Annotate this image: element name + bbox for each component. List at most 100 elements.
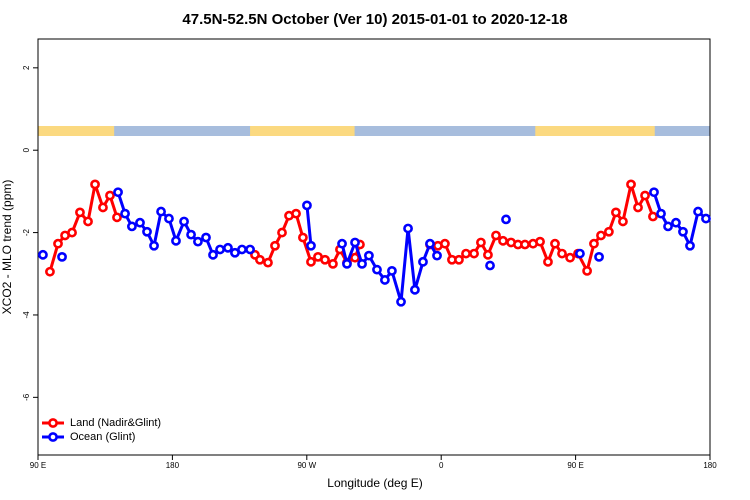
data-point bbox=[350, 237, 360, 248]
legend-label: Ocean (Glint) bbox=[70, 431, 135, 443]
data-point bbox=[201, 232, 211, 243]
data-point bbox=[57, 251, 67, 262]
plot-frame bbox=[37, 38, 711, 456]
data-point bbox=[596, 230, 606, 241]
data-point bbox=[149, 240, 159, 251]
data-point bbox=[215, 244, 225, 255]
y-axis-label: XCO2 - MLO trend (ppm) bbox=[0, 180, 14, 315]
data-point bbox=[380, 275, 390, 285]
data-point bbox=[302, 200, 312, 211]
data-point bbox=[589, 238, 599, 249]
x-tick-label: 90 W bbox=[297, 461, 316, 470]
land-strip bbox=[535, 126, 655, 136]
data-point bbox=[582, 265, 592, 276]
data-point bbox=[476, 237, 486, 248]
data-point bbox=[501, 214, 511, 225]
data-point bbox=[396, 296, 406, 307]
data-point bbox=[550, 238, 560, 249]
data-point bbox=[186, 229, 196, 240]
x-axis-label: Longitude (deg E) bbox=[327, 476, 422, 490]
data-point bbox=[171, 235, 181, 246]
legend-marker bbox=[48, 432, 58, 442]
data-point bbox=[156, 206, 166, 217]
data-point bbox=[67, 227, 77, 238]
data-point bbox=[53, 238, 63, 249]
data-point bbox=[633, 202, 643, 213]
data-point bbox=[469, 248, 479, 259]
land-strip bbox=[250, 126, 355, 136]
data-point bbox=[575, 248, 585, 259]
data-point bbox=[357, 258, 367, 269]
data-point bbox=[90, 179, 100, 190]
data-point bbox=[337, 238, 347, 249]
data-point bbox=[255, 254, 265, 265]
data-point bbox=[75, 207, 85, 218]
data-point bbox=[685, 240, 695, 251]
data-point bbox=[535, 236, 545, 247]
data-point bbox=[112, 212, 122, 223]
data-point bbox=[693, 206, 703, 217]
data-point bbox=[45, 266, 55, 277]
data-point bbox=[306, 240, 316, 251]
data-point bbox=[618, 216, 628, 227]
data-point bbox=[142, 226, 152, 237]
series-line bbox=[253, 212, 362, 266]
x-tick-label: 90 E bbox=[567, 461, 583, 470]
data-point bbox=[328, 258, 338, 269]
x-tick-label: 180 bbox=[703, 461, 717, 470]
data-point bbox=[237, 244, 247, 255]
data-point bbox=[127, 221, 137, 232]
data-point bbox=[557, 248, 567, 259]
data-point bbox=[245, 244, 255, 255]
data-point bbox=[701, 213, 711, 224]
data-point bbox=[649, 187, 659, 198]
data-point bbox=[454, 254, 464, 265]
data-point bbox=[425, 238, 435, 249]
data-point bbox=[663, 221, 673, 232]
data-point bbox=[648, 211, 658, 222]
legend-label: Land (Nadir&Glint) bbox=[70, 417, 161, 429]
data-point bbox=[611, 207, 621, 218]
data-point bbox=[193, 236, 203, 247]
data-point bbox=[350, 252, 360, 263]
data-point bbox=[135, 217, 145, 228]
x-tick-label: 0 bbox=[439, 461, 444, 470]
data-point bbox=[320, 254, 330, 265]
data-point bbox=[223, 242, 233, 253]
data-point bbox=[364, 250, 374, 261]
data-point bbox=[263, 257, 273, 268]
y-tick-label: 2 bbox=[22, 65, 31, 70]
land-strip bbox=[38, 126, 115, 136]
data-point bbox=[483, 249, 493, 260]
data-point bbox=[485, 260, 495, 271]
ocean-strip bbox=[38, 126, 710, 136]
data-point bbox=[543, 256, 553, 267]
data-point bbox=[640, 190, 650, 201]
data-point bbox=[440, 238, 450, 249]
series-line bbox=[48, 182, 119, 273]
data-point bbox=[387, 265, 397, 276]
data-point bbox=[306, 256, 316, 267]
x-tick-label: 180 bbox=[166, 461, 180, 470]
data-point bbox=[626, 179, 636, 190]
data-point bbox=[179, 216, 189, 227]
data-point bbox=[372, 264, 382, 275]
data-point bbox=[491, 230, 501, 241]
data-point bbox=[98, 202, 108, 213]
data-point bbox=[461, 248, 471, 259]
data-point bbox=[113, 187, 123, 198]
data-point bbox=[678, 226, 688, 237]
data-point bbox=[38, 249, 48, 260]
data-point bbox=[594, 251, 604, 262]
data-point bbox=[208, 249, 218, 260]
data-point bbox=[403, 223, 413, 234]
y-tick-label: 0 bbox=[22, 147, 31, 152]
data-point bbox=[671, 217, 681, 228]
data-point bbox=[520, 239, 530, 250]
data-point bbox=[418, 256, 428, 267]
data-point bbox=[270, 240, 280, 251]
data-point bbox=[277, 227, 287, 238]
data-point bbox=[342, 258, 352, 269]
chart-title: 47.5N-52.5N October (Ver 10) 2015-01-01 … bbox=[182, 11, 567, 28]
